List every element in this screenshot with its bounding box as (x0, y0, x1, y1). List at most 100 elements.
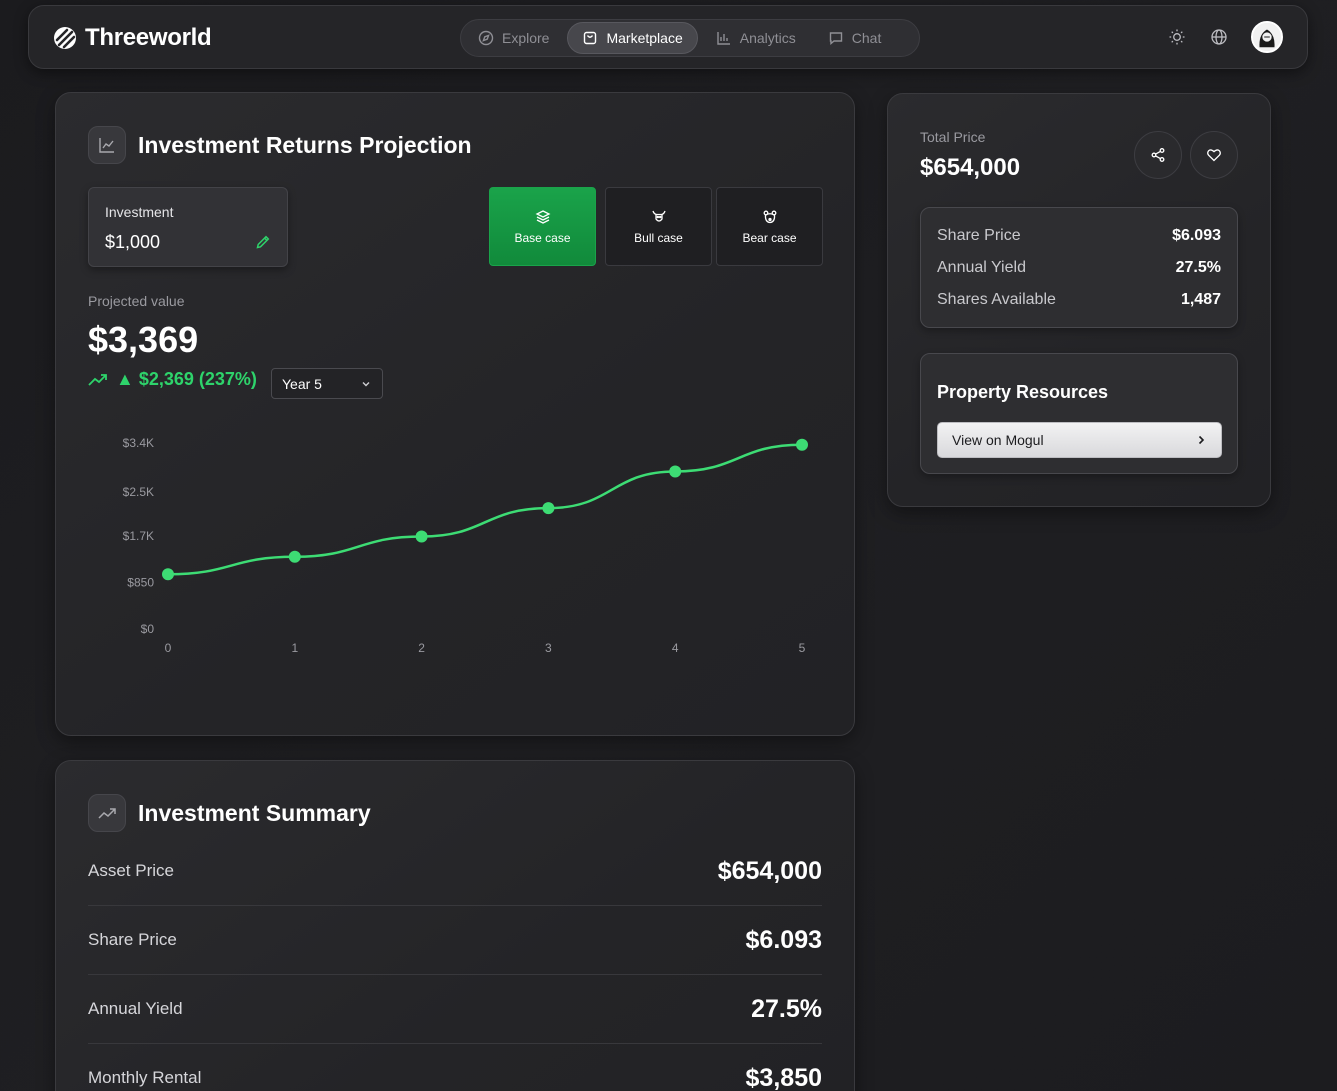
summary-row-share-price: Share Price $6.093 (88, 906, 822, 975)
stat-row-annual-yield: Annual Yield 27.5% (937, 259, 1221, 277)
data-point (162, 568, 174, 581)
tab-explore-label: Explore (502, 30, 550, 46)
scenario-bull-case-button[interactable]: Bull case (605, 187, 712, 266)
data-point (288, 550, 301, 563)
summary-row-asset-price: Asset Price $654,000 (88, 837, 822, 906)
projection-title: Investment Returns Projection (138, 131, 472, 158)
projected-value: $3,369 (88, 319, 199, 360)
y-tick-label: $0 (141, 622, 155, 636)
data-point (542, 502, 555, 515)
scenario-bear-label: Bear case (742, 230, 797, 245)
tab-analytics-label: Analytics (739, 30, 796, 46)
user-avatar[interactable] (1251, 21, 1283, 53)
tab-analytics[interactable]: Analytics (702, 22, 810, 54)
projected-value-label: Projected value (88, 293, 185, 309)
x-tick-label: 0 (165, 641, 172, 655)
property-resources-box: Property Resources View on Mogul (920, 353, 1238, 474)
tab-chat-label: Chat (851, 30, 882, 46)
summary-label: Share Price (88, 930, 177, 949)
chat-icon (828, 30, 844, 46)
scenario-bear-case-button[interactable]: Bear case (716, 187, 823, 266)
layers-icon (535, 209, 551, 225)
brand-name: Threeworld (85, 24, 212, 51)
top-navigation-bar: Threeworld Explore Marketplace (28, 5, 1308, 69)
stat-value: 27.5% (1175, 259, 1221, 276)
view-on-mogul-label: View on Mogul (952, 432, 1044, 448)
series-line (167, 443, 803, 576)
summary-header: Investment Summary (88, 794, 371, 832)
scenario-bull-label: Bull case (634, 230, 683, 245)
stat-row-share-price: Share Price $6.093 (937, 227, 1221, 245)
nav-tabs: Explore Marketplace Analytics (460, 19, 920, 57)
stat-row-shares-available: Shares Available 1,487 (937, 291, 1221, 309)
y-tick-label: $1.7K (123, 529, 154, 543)
tab-chat[interactable]: Chat (814, 22, 896, 54)
investment-summary-card: Investment Summary Asset Price $654,000 … (55, 760, 855, 1091)
x-tick-label: 5 (799, 641, 806, 655)
y-tick-label: $3.4K (123, 436, 154, 450)
tab-marketplace-label: Marketplace (606, 30, 683, 46)
summary-label: Monthly Rental (88, 1068, 202, 1087)
investment-projection-card: Investment Returns Projection Investment… (55, 92, 855, 736)
gain-row: ▲ $2,369 (237%) (88, 369, 257, 390)
language-globe-icon[interactable] (1209, 27, 1229, 47)
edit-pencil-icon[interactable] (255, 234, 271, 250)
stat-value: $6.093 (1172, 227, 1221, 244)
data-point (669, 465, 682, 478)
summary-label: Asset Price (88, 861, 174, 880)
gain-text: ▲ $2,369 (237%) (116, 369, 257, 389)
view-on-mogul-button[interactable]: View on Mogul (937, 422, 1222, 458)
shopping-bag-icon (582, 30, 598, 46)
x-tick-label: 1 (291, 641, 298, 655)
x-tick-label: 3 (545, 641, 552, 655)
summary-row-annual-yield: Annual Yield 27.5% (88, 975, 822, 1044)
bear-icon (762, 209, 778, 225)
summary-value: $6.093 (745, 925, 822, 954)
tab-marketplace[interactable]: Marketplace (567, 22, 698, 54)
chevron-down-icon (360, 378, 372, 390)
stat-label: Shares Available (937, 291, 1056, 308)
property-price-card: Total Price $654,000 Share Price $6.093 … (887, 93, 1271, 507)
stat-value: 1,487 (1180, 291, 1221, 308)
stat-label: Annual Yield (937, 259, 1026, 276)
property-stats-box: Share Price $6.093 Annual Yield 27.5% Sh… (920, 207, 1238, 328)
line-chart-icon (88, 126, 126, 164)
x-tick-label: 2 (418, 641, 425, 655)
y-tick-label: $850 (127, 576, 154, 590)
y-tick-label: $2.5K (123, 485, 154, 499)
brand[interactable]: Threeworld (53, 24, 212, 52)
investment-amount-box[interactable]: Investment $1,000 (88, 187, 288, 267)
top-actions (1167, 21, 1283, 53)
chevron-right-icon (1195, 434, 1207, 446)
investment-value: $1,000 (105, 232, 161, 252)
stat-label: Share Price (937, 227, 1021, 244)
summary-row-monthly-rental: Monthly Rental $3,850 (88, 1044, 822, 1091)
resources-title: Property Resources (937, 382, 1109, 402)
total-price-label: Total Price (920, 129, 986, 145)
summary-value: $3,850 (745, 1063, 822, 1091)
heart-icon (1206, 147, 1222, 163)
threeworld-logo-icon (53, 26, 77, 50)
investment-label: Investment (105, 204, 174, 220)
theme-toggle-sun-icon[interactable] (1167, 27, 1187, 47)
share-icon (1150, 147, 1166, 163)
compass-icon (478, 30, 494, 46)
trending-up-icon (88, 373, 108, 387)
scenario-base-case-button[interactable]: Base case (489, 187, 596, 266)
projection-line-chart: $0 $850 $1.7K $2.5K $3.4K 0 1 2 3 4 5 (123, 436, 808, 655)
projection-header: Investment Returns Projection (88, 126, 472, 164)
total-price-value: $654,000 (920, 154, 1021, 181)
summary-label: Annual Yield (88, 999, 183, 1018)
share-button[interactable] (1134, 131, 1182, 179)
year-select[interactable]: Year 5 (271, 368, 383, 399)
summary-value: $654,000 (717, 856, 822, 885)
summary-title: Investment Summary (138, 799, 371, 826)
x-tick-label: 4 (672, 641, 679, 655)
bull-icon (651, 209, 667, 225)
data-point (796, 438, 808, 451)
year-select-value: Year 5 (282, 375, 322, 392)
trending-up-icon (88, 794, 126, 832)
summary-value: 27.5% (751, 994, 822, 1023)
favorite-button[interactable] (1190, 131, 1238, 179)
tab-explore[interactable]: Explore (464, 22, 563, 54)
